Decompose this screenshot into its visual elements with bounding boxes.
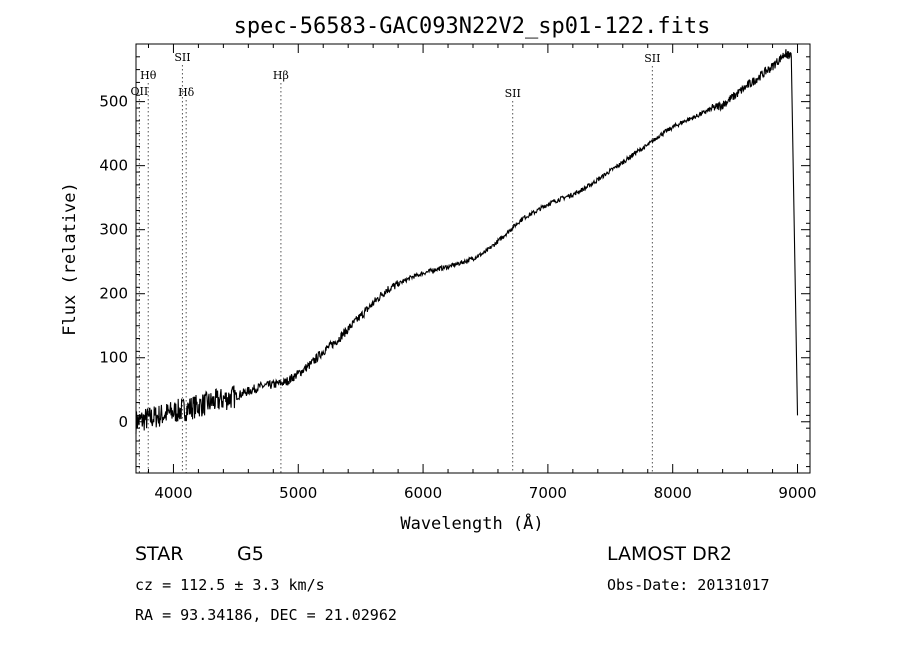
survey-name: LAMOST DR2 <box>607 543 732 565</box>
coordinates: RA = 93.34186, DEC = 21.02962 <box>135 606 397 624</box>
spectral-lines: Hθ OII SII Hδ Hβ SII SII <box>131 51 660 473</box>
x-tick-label: 5000 <box>279 484 317 502</box>
x-tick-label: 4000 <box>154 484 192 502</box>
observation-date: Obs-Date: 20131017 <box>607 576 770 594</box>
y-axis-label: Flux (relative) <box>60 182 80 336</box>
object-subclass: G5 <box>237 543 264 565</box>
spectral-line-label: SII <box>505 87 521 100</box>
y-tick-label: 500 <box>99 93 128 111</box>
object-class: STAR <box>135 543 183 565</box>
redshift-value: cz = 112.5 ± 3.3 km/s <box>135 576 325 594</box>
chart-title: spec-56583-GAC093N22V2_sp01-122.fits <box>234 14 711 39</box>
spectral-line-label: SII <box>644 52 660 65</box>
spectral-line-label: Hβ <box>273 69 289 82</box>
x-tick-label: 8000 <box>654 484 692 502</box>
y-tick-label: 400 <box>99 157 128 175</box>
spectrum-line <box>135 49 799 434</box>
y-tick-label: 0 <box>118 413 128 431</box>
spectral-line-label: Hδ <box>178 86 195 99</box>
x-axis-label: Wavelength (Å) <box>400 512 543 534</box>
y-tick-label: 100 <box>99 349 128 367</box>
axis-ticks: 4000 5000 6000 7000 8000 9000 0 100 200 300 400 500 <box>99 44 817 502</box>
spectral-line-label: SII <box>174 51 190 64</box>
x-tick-label: 6000 <box>404 484 442 502</box>
x-tick-label: 9000 <box>778 484 816 502</box>
y-tick-label: 300 <box>99 221 128 239</box>
x-tick-label: 7000 <box>529 484 567 502</box>
y-tick-label: 200 <box>99 285 128 303</box>
spectral-line-label: Hθ <box>140 69 157 82</box>
spectral-line-label: OII <box>131 85 149 98</box>
